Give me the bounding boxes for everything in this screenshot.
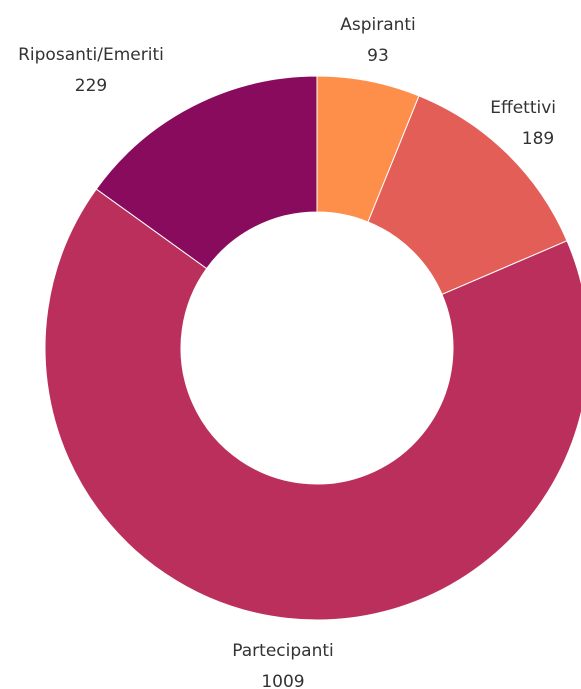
slice-label-riposanti-emeriti: Riposanti/Emeriti: [18, 45, 164, 65]
slice-label-partecipanti: Partecipanti: [232, 641, 333, 661]
donut-slices: [44, 75, 581, 621]
slice-value-effettivi: 189: [522, 129, 554, 149]
slice-value-aspiranti: 93: [367, 46, 389, 66]
slice-effettivi: [367, 95, 568, 296]
slice-label-aspiranti: Aspiranti: [340, 15, 416, 35]
slice-label-effettivi: Effettivi: [490, 98, 556, 118]
slice-labels: Aspiranti 93 Effettivi 189 Partecipanti 1009 R…: [18, 15, 556, 689]
slice-value-partecipanti: 1009: [261, 672, 304, 689]
slice-partecipanti: [44, 188, 581, 621]
slice-value-riposanti-emeriti: 229: [75, 76, 107, 96]
slice-riposanti-emeriti: [95, 75, 318, 270]
